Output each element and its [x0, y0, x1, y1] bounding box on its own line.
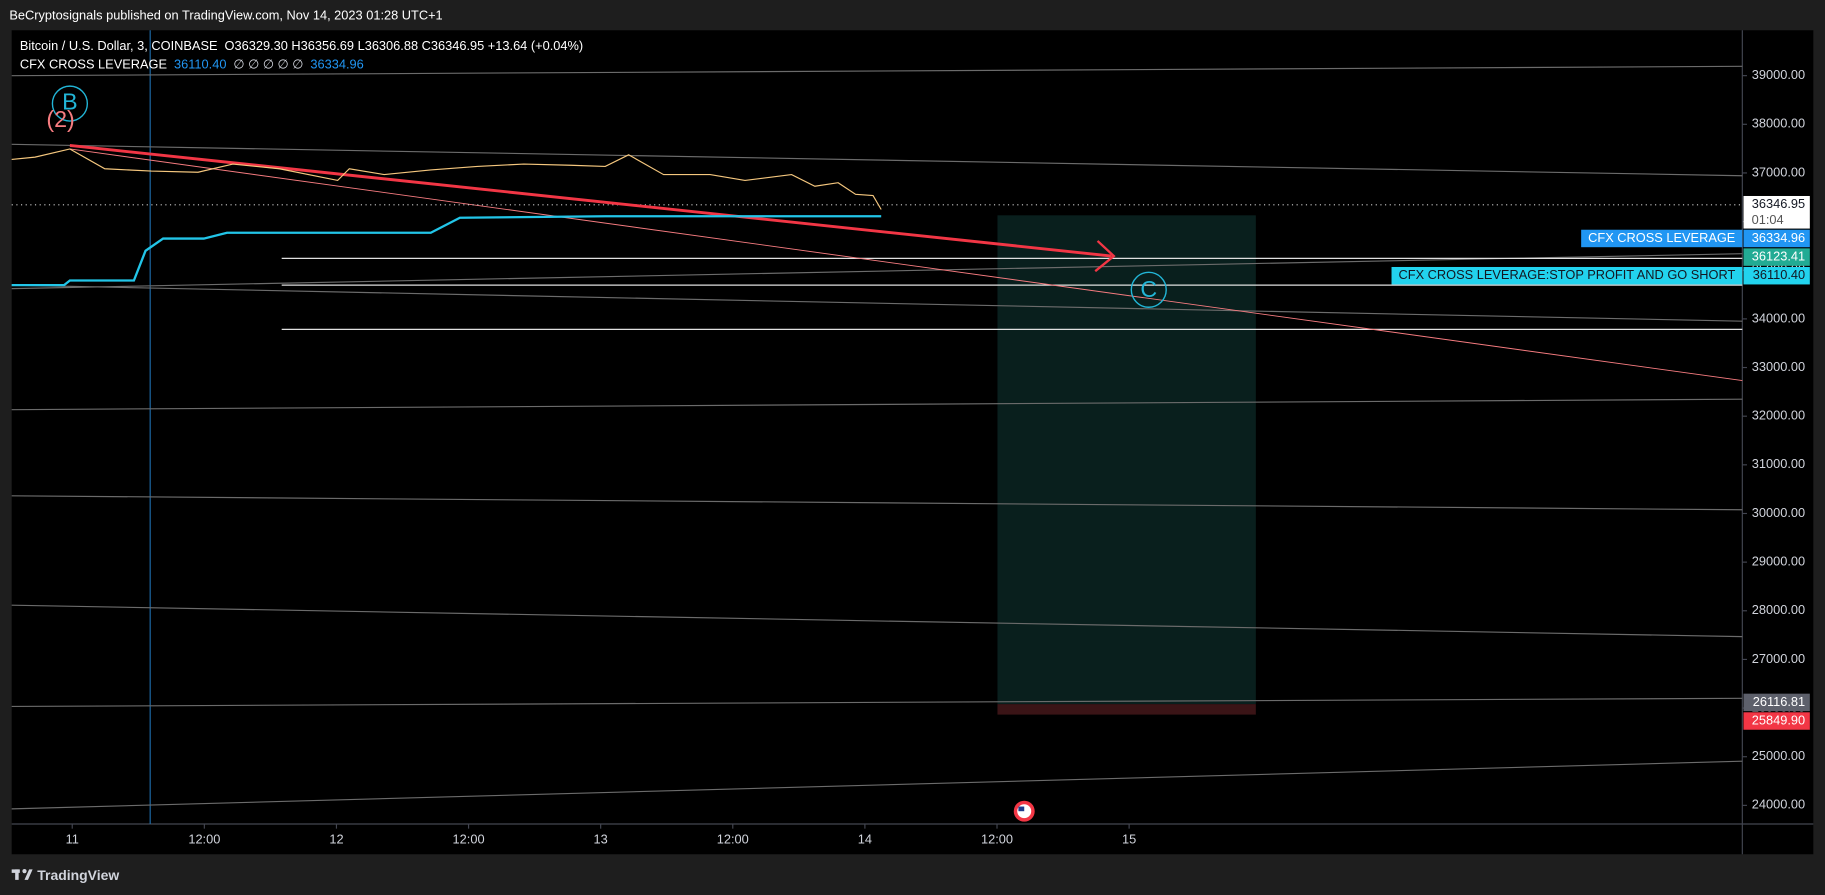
- trend-line: [11, 697, 1743, 708]
- wave-label: C: [1140, 276, 1157, 302]
- x-tick-label: 14: [858, 832, 872, 847]
- published-line: BeCryptosignals published on TradingView…: [9, 8, 442, 23]
- y-tick-label: 37000.00: [1752, 164, 1805, 179]
- price-label: 36334.96 CFX CROSS LEVERAGE: [1581, 229, 1810, 248]
- quote: O36329.30 H36356.69 L36306.88 C36346.95 …: [225, 38, 584, 53]
- indicator-line: [11, 215, 882, 287]
- y-tick-label: 32000.00: [1752, 408, 1805, 423]
- y-tick-label: 31000.00: [1752, 456, 1805, 471]
- trend-line: [11, 65, 1743, 77]
- trend-line: [11, 253, 1743, 290]
- trend-line: [11, 284, 1743, 322]
- readout: 36110.40: [174, 57, 226, 72]
- x-tick-label: 12: [329, 832, 343, 847]
- trend-line: [11, 604, 1743, 638]
- brand: TradingView: [37, 867, 119, 883]
- legend-entry: Bitcoin / U.S. Dollar, 3, COINBASE: [20, 38, 218, 53]
- trend-line: [11, 760, 1743, 810]
- target-zone: [997, 215, 1256, 705]
- price-label-box: [1743, 266, 1810, 285]
- price-label-text: 36334.96: [1752, 230, 1805, 245]
- line-name-label: CFX CROSS LEVERAGE: [1588, 230, 1735, 245]
- legend-entry: CFX CROSS LEVERAGE: [20, 57, 167, 72]
- trend-line: [11, 143, 1743, 177]
- wave-label: B: [62, 89, 78, 115]
- price-label-text: 36123.41: [1752, 248, 1805, 263]
- trend-line: [69, 148, 1743, 382]
- y-tick-label: 33000.00: [1752, 359, 1805, 374]
- readout: 36334.96: [310, 57, 363, 72]
- trend-line: [11, 398, 1743, 411]
- price-label-text: 25849.90: [1752, 712, 1805, 727]
- stop-zone: [997, 704, 1256, 715]
- price-label: 36110.40 CFX CROSS LEVERAGE:STOP PROFIT A…: [1391, 266, 1810, 285]
- readout: ∅ ∅ ∅ ∅ ∅: [233, 57, 303, 72]
- wave-label: (2): [46, 106, 74, 132]
- y-tick-label: 30000.00: [1752, 505, 1805, 520]
- event-flag: [1013, 800, 1035, 822]
- price-label-box: [1743, 248, 1810, 266]
- x-tick-label: 12:00: [981, 832, 1013, 847]
- price-label-text: 36346.95: [1752, 196, 1805, 211]
- y-tick-label: 39000.00: [1752, 67, 1805, 82]
- y-tick-label: 27000.00: [1752, 651, 1805, 666]
- price-label-box: [1743, 195, 1810, 229]
- price-label-box: [1743, 693, 1810, 712]
- y-tick-label: 34000.00: [1752, 310, 1805, 325]
- trend-line: [11, 495, 1743, 511]
- wave-circle: [1130, 271, 1167, 308]
- x-tick-label: 12:00: [453, 832, 485, 847]
- price-label: 25849.90: [1743, 712, 1810, 730]
- y-tick-label: 25000.00: [1752, 748, 1805, 763]
- y-tick-label: 28000.00: [1752, 602, 1805, 617]
- y-tick-label: 24000.00: [1752, 797, 1805, 812]
- chart-area: [11, 30, 1814, 855]
- arrow: [69, 144, 1116, 273]
- price-label: 26116.81: [1743, 693, 1810, 712]
- wave-circle: [51, 85, 89, 122]
- x-tick-label: 11: [66, 832, 79, 847]
- x-tick-label: 13: [594, 832, 608, 847]
- price-label: 36123.41: [1743, 248, 1810, 266]
- price-label-text: 36110.40: [1753, 267, 1805, 282]
- price-label-box: [1743, 712, 1810, 730]
- y-tick-label: 29000.00: [1752, 554, 1805, 569]
- y-tick-label: 38000.00: [1752, 116, 1805, 131]
- price-line: [11, 148, 882, 210]
- x-tick-label: 15: [1122, 832, 1136, 847]
- tv-logo: [11, 869, 33, 880]
- price-label-box: [1743, 229, 1810, 248]
- x-tick-label: 12:00: [717, 832, 749, 847]
- line-name-box: [1581, 229, 1743, 248]
- countdown: 01:04: [1752, 212, 1784, 227]
- drawings: [11, 30, 1743, 825]
- x-tick-label: 12:00: [188, 832, 220, 847]
- line-name-box: [1391, 266, 1743, 285]
- price-label-text: 26116.81: [1753, 694, 1805, 709]
- line-name-label: CFX CROSS LEVERAGE:STOP PROFIT AND GO SH…: [1399, 267, 1736, 282]
